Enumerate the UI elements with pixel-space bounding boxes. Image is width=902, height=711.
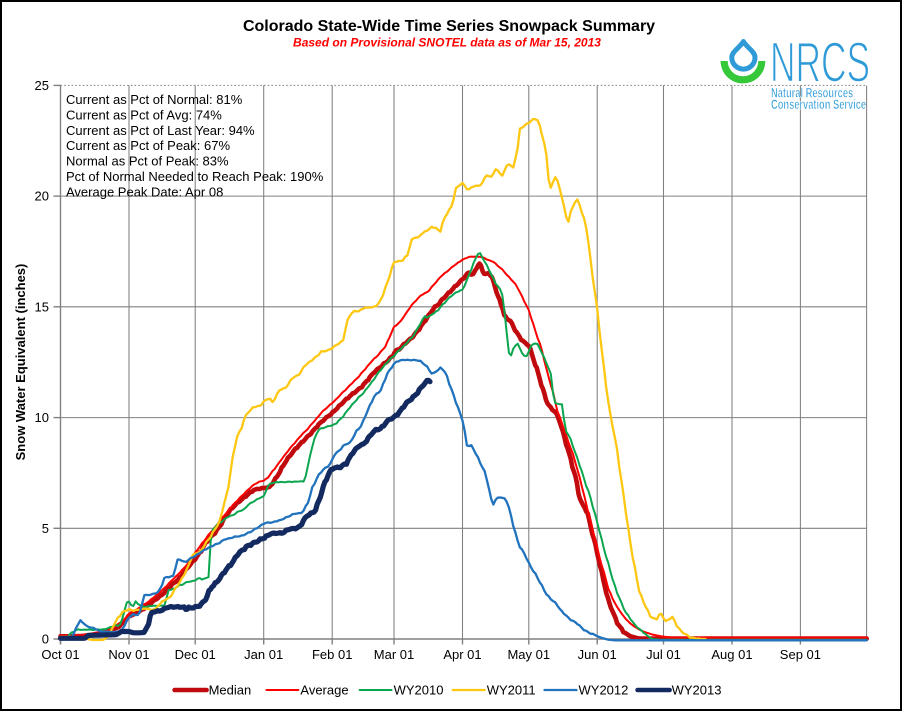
svg-text:Colorado State-Wide Time Serie: Colorado State-Wide Time Series Snowpack… — [243, 18, 655, 35]
svg-text:5: 5 — [42, 521, 49, 536]
svg-text:Conservation Service: Conservation Service — [771, 99, 867, 113]
svg-text:Jul 01: Jul 01 — [646, 647, 681, 662]
svg-text:Jan 01: Jan 01 — [244, 647, 283, 662]
svg-text:Natural Resources: Natural Resources — [771, 87, 853, 101]
svg-text:15: 15 — [35, 299, 49, 314]
svg-text:Oct 01: Oct 01 — [41, 647, 79, 662]
svg-text:WY2013: WY2013 — [672, 683, 722, 698]
svg-text:Aug 01: Aug 01 — [711, 647, 752, 662]
svg-text:WY2012: WY2012 — [579, 683, 629, 698]
svg-text:10: 10 — [35, 410, 49, 425]
svg-text:0: 0 — [42, 632, 49, 647]
svg-text:WY2010: WY2010 — [394, 683, 444, 698]
svg-text:Current as Pct of Last Year: 9: Current as Pct of Last Year: 94% — [66, 123, 255, 138]
svg-text:Average Peak Date: Apr 08: Average Peak Date: Apr 08 — [66, 184, 223, 199]
svg-text:Dec 01: Dec 01 — [175, 647, 216, 662]
svg-text:Nov 01: Nov 01 — [108, 647, 149, 662]
svg-text:Snow Water Equivalent (inches): Snow Water Equivalent (inches) — [13, 264, 28, 461]
svg-text:Apr 01: Apr 01 — [443, 647, 481, 662]
svg-text:Sep 01: Sep 01 — [780, 647, 821, 662]
svg-text:Current as Pct of Avg: 74%: Current as Pct of Avg: 74% — [66, 107, 222, 122]
svg-text:May 01: May 01 — [507, 647, 550, 662]
svg-text:Normal as Pct of Peak: 83%: Normal as Pct of Peak: 83% — [66, 154, 229, 169]
svg-text:Jun 01: Jun 01 — [578, 647, 617, 662]
svg-text:Based on Provisional SNOTEL da: Based on Provisional SNOTEL data as of M… — [293, 36, 601, 50]
svg-text:Pct of Normal Needed to Reach: Pct of Normal Needed to Reach Peak: 190% — [66, 169, 324, 184]
svg-text:25: 25 — [35, 78, 49, 93]
svg-text:20: 20 — [35, 189, 49, 204]
svg-text:Median: Median — [209, 683, 252, 698]
svg-text:NRCS: NRCS — [770, 31, 870, 95]
svg-text:Mar 01: Mar 01 — [374, 647, 414, 662]
svg-text:WY2011: WY2011 — [487, 683, 536, 698]
svg-text:Current as Pct of Peak: 67%: Current as Pct of Peak: 67% — [66, 138, 230, 153]
svg-text:Feb 01: Feb 01 — [312, 647, 352, 662]
svg-text:Current as Pct of Normal: 81%: Current as Pct of Normal: 81% — [66, 92, 243, 107]
svg-text:Average: Average — [300, 683, 348, 698]
